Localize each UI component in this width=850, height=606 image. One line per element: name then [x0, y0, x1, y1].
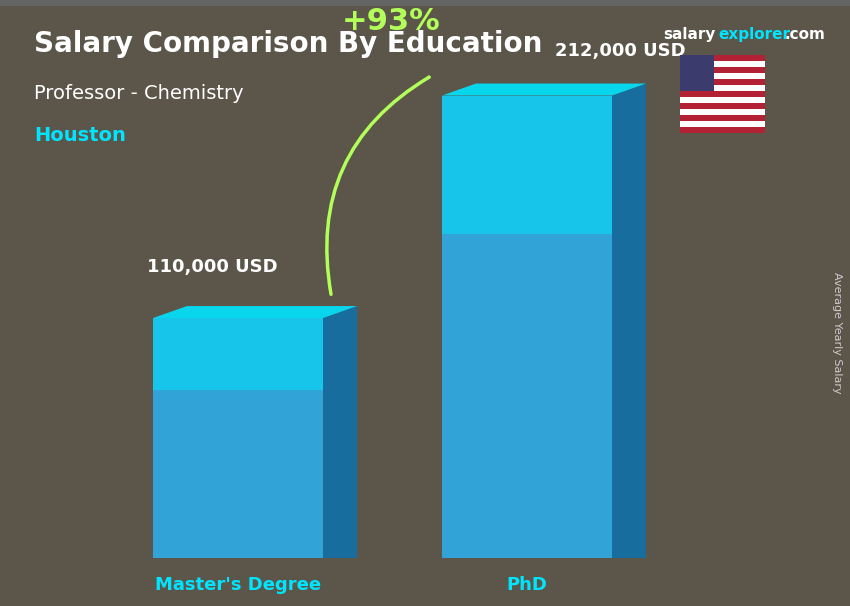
Bar: [680, 121, 765, 127]
Text: salary: salary: [663, 27, 716, 42]
Text: PhD: PhD: [507, 576, 547, 594]
Bar: [680, 61, 765, 67]
Text: .com: .com: [785, 27, 825, 42]
Polygon shape: [323, 306, 357, 558]
Bar: [680, 85, 765, 91]
Bar: [680, 115, 765, 121]
Bar: [680, 55, 714, 91]
FancyBboxPatch shape: [442, 96, 612, 558]
FancyArrowPatch shape: [326, 77, 429, 295]
Polygon shape: [153, 306, 357, 318]
Bar: [680, 109, 765, 115]
Text: Average Yearly Salary: Average Yearly Salary: [832, 273, 842, 394]
Polygon shape: [612, 84, 646, 558]
Text: Salary Comparison By Education: Salary Comparison By Education: [34, 30, 542, 58]
Bar: [680, 67, 765, 73]
Bar: [680, 55, 765, 61]
Bar: [680, 73, 765, 79]
Text: Houston: Houston: [34, 126, 126, 145]
Bar: [680, 103, 765, 109]
Bar: [680, 97, 765, 103]
Text: 212,000 USD: 212,000 USD: [555, 42, 686, 59]
Text: Professor - Chemistry: Professor - Chemistry: [34, 84, 244, 103]
Bar: [680, 79, 765, 85]
Bar: [680, 91, 765, 97]
Text: 110,000 USD: 110,000 USD: [147, 258, 278, 276]
Polygon shape: [442, 84, 646, 96]
FancyBboxPatch shape: [442, 96, 612, 235]
Text: Master's Degree: Master's Degree: [155, 576, 321, 594]
Bar: [680, 127, 765, 133]
Text: explorer: explorer: [718, 27, 791, 42]
FancyBboxPatch shape: [153, 318, 323, 558]
Text: +93%: +93%: [342, 7, 440, 36]
FancyBboxPatch shape: [153, 318, 323, 390]
